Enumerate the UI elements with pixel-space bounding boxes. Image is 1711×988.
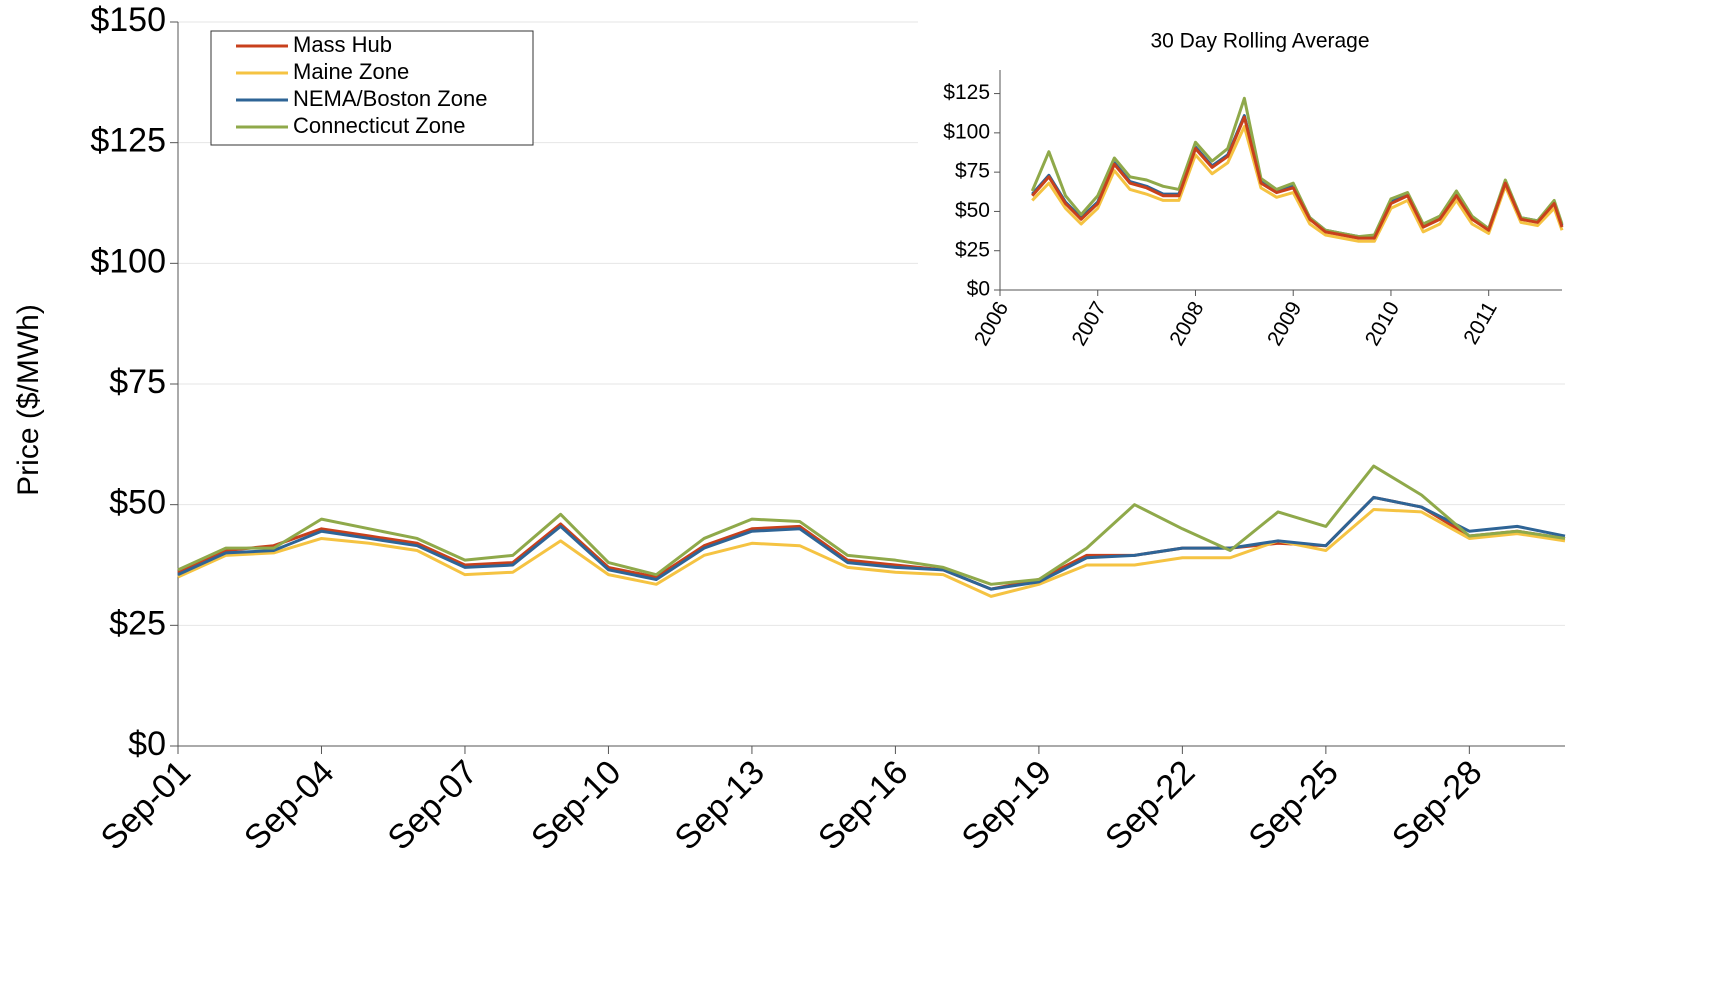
series-line bbox=[177, 495, 1566, 591]
y-axis-title: Price ($/MWh) bbox=[12, 304, 45, 496]
y-tick-label: $100 bbox=[90, 242, 166, 280]
y-tick-label: $0 bbox=[967, 278, 990, 301]
y-tick-label: $50 bbox=[955, 199, 990, 222]
series-line bbox=[177, 495, 1566, 591]
legend-label: Connecticut Zone bbox=[293, 113, 465, 138]
y-tick-label: $75 bbox=[109, 363, 166, 401]
series-line bbox=[177, 507, 1566, 598]
x-tick-label: Sep-25 bbox=[1241, 753, 1345, 857]
y-tick-label: $125 bbox=[943, 81, 990, 104]
inset-background bbox=[918, 0, 1711, 372]
series-line bbox=[1031, 115, 1564, 240]
series-line bbox=[1031, 125, 1564, 243]
y-tick-label: $125 bbox=[90, 122, 166, 160]
y-tick-label: $100 bbox=[943, 120, 990, 143]
y-tick-label: $25 bbox=[109, 604, 166, 642]
x-tick-label: Sep-07 bbox=[381, 753, 485, 857]
x-tick-label: Sep-22 bbox=[1098, 753, 1202, 857]
series-line bbox=[177, 464, 1566, 586]
inset-title: 30 Day Rolling Average bbox=[1150, 30, 1369, 53]
x-tick-label: Sep-28 bbox=[1385, 753, 1489, 857]
x-tick-label: Sep-19 bbox=[955, 753, 1059, 857]
y-tick-label: $150 bbox=[90, 1, 166, 39]
y-tick-label: $75 bbox=[955, 160, 990, 183]
x-tick-label: Sep-10 bbox=[524, 753, 628, 857]
legend-label: NEMA/Boston Zone bbox=[293, 86, 487, 111]
x-tick-label: Sep-16 bbox=[811, 753, 915, 857]
legend-label: Mass Hub bbox=[293, 32, 392, 57]
y-tick-label: $0 bbox=[128, 725, 166, 763]
x-tick-label: Sep-13 bbox=[668, 753, 772, 857]
x-tick-label: Sep-01 bbox=[94, 753, 198, 857]
y-tick-label: $50 bbox=[109, 484, 166, 522]
x-tick-label: Sep-04 bbox=[237, 753, 341, 857]
y-tick-label: $25 bbox=[955, 238, 990, 261]
legend-label: Maine Zone bbox=[293, 59, 409, 84]
